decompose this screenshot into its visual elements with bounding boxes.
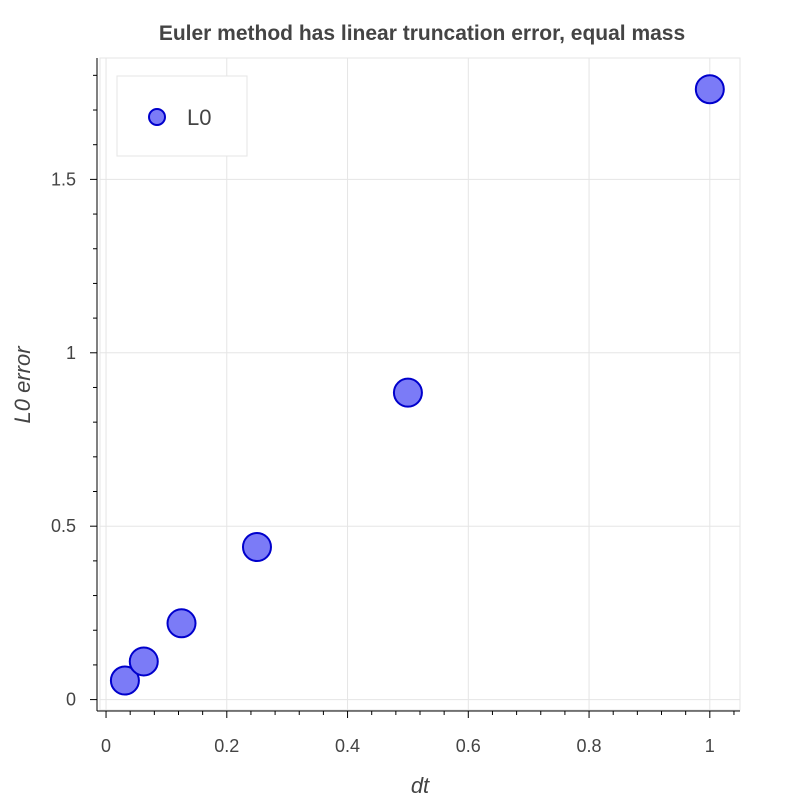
x-tick-label: 0.8 [577, 736, 602, 756]
data-point [241, 532, 272, 562]
legend-marker [148, 108, 166, 126]
y-tick-label: 0 [66, 690, 76, 710]
legend-label-l0: L0 [187, 105, 211, 130]
chart-title: Euler method has linear truncation error… [159, 22, 685, 45]
y-tick-label: 1.5 [51, 169, 76, 189]
x-tick-label: 0.4 [335, 736, 360, 756]
x-axis-label: dt [411, 773, 430, 798]
grid [100, 58, 740, 710]
y-ticks: 0 0.5 1 1.5 [51, 74, 97, 710]
x-tick-label: 0.2 [214, 736, 239, 756]
y-tick-label: 1 [66, 343, 76, 363]
data-point [128, 646, 159, 677]
y-tick-label: 0.5 [51, 516, 76, 536]
x-tick-label: 1 [705, 736, 715, 756]
data-points [109, 74, 725, 696]
axes [96, 58, 740, 712]
x-ticks: 0 0.2 0.4 0.6 0.8 1 [101, 711, 735, 756]
data-point [694, 74, 725, 105]
x-tick-label: 0 [101, 736, 111, 756]
x-tick-label: 0.6 [456, 736, 481, 756]
data-point [166, 608, 197, 639]
data-point [109, 665, 140, 696]
y-axis-label: L0 error [10, 345, 35, 424]
legend: L0 [116, 75, 248, 157]
legend-box [116, 75, 248, 157]
data-point [392, 377, 423, 408]
plot-frame [99, 57, 741, 711]
